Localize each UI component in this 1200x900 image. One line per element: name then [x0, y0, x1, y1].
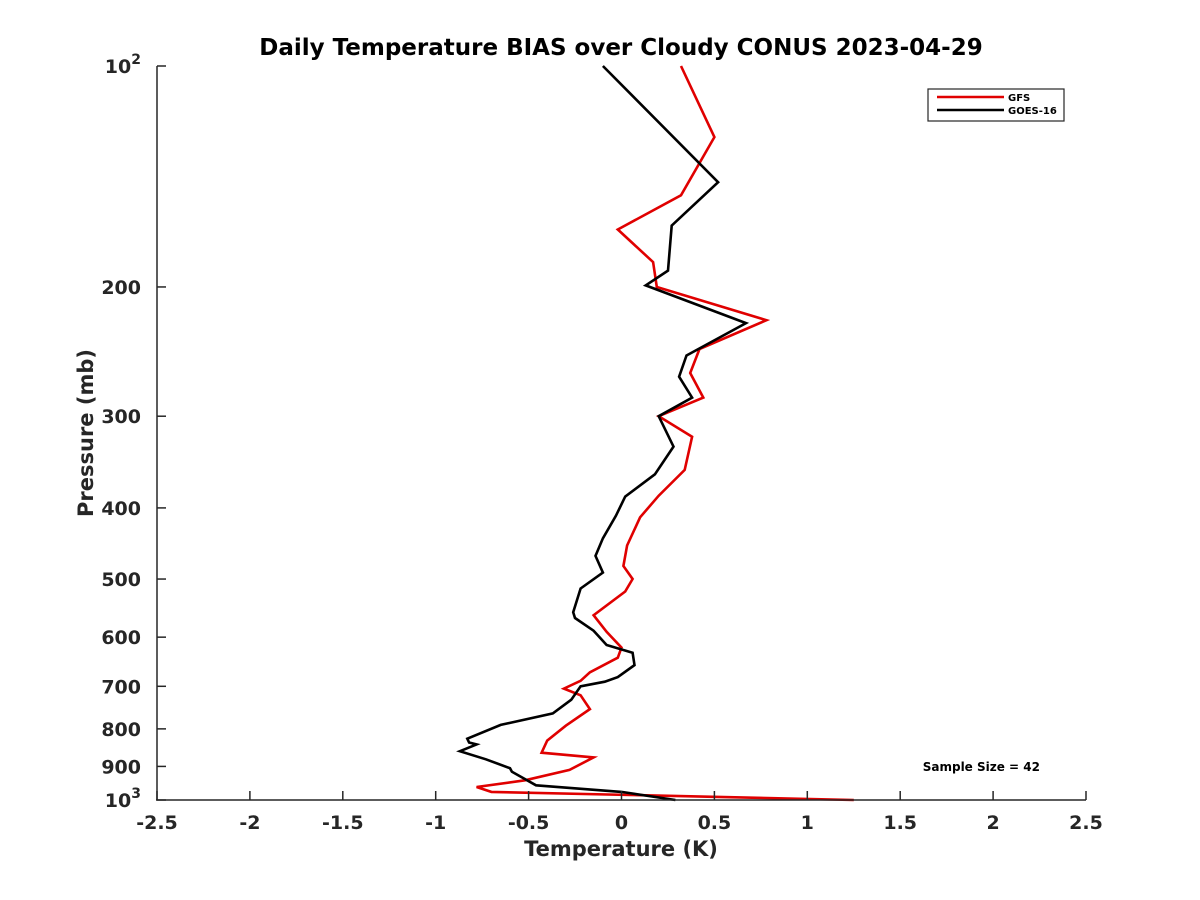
y-axis-label: Pressure (mb)	[74, 349, 98, 517]
y-tick-label: 300	[101, 406, 141, 428]
y-tick-label: 500	[101, 569, 141, 591]
y-tick-base: 10	[105, 56, 131, 78]
x-tick-label: 0	[615, 812, 628, 834]
x-tick-label: -0.5	[508, 812, 550, 834]
y-tick-label-power: 102	[105, 52, 141, 78]
y-tick-label: 800	[101, 719, 141, 741]
chart-title: Daily Temperature BIAS over Cloudy CONUS…	[259, 35, 982, 61]
y-tick-label: 400	[101, 498, 141, 520]
y-tick-base: 10	[105, 790, 131, 812]
y-tick-exponent: 3	[131, 786, 141, 802]
x-axis-label: Temperature (K)	[524, 837, 718, 861]
legend-label-gfs: GFS	[1008, 93, 1030, 104]
x-tick-label: -1	[425, 812, 446, 834]
x-tick-label: -2.5	[136, 812, 178, 834]
y-tick-label-power: 103	[105, 786, 141, 812]
series-layer	[456, 65, 854, 802]
y-tick-exponent: 2	[131, 52, 141, 68]
series-line-goes-16	[456, 65, 750, 802]
x-ticks: -2.5 -2 -1.5 -1 -0.5 0 0.5 1 1.5 2 2.5	[136, 791, 1103, 834]
y-tick-label: 600	[101, 627, 141, 649]
x-tick-label: 0.5	[698, 812, 732, 834]
x-tick-label: -2	[239, 812, 260, 834]
legend-box	[927, 88, 1065, 122]
y-tick-label: 200	[101, 277, 141, 299]
x-tick-label: 2.5	[1069, 812, 1103, 834]
x-tick-label: -1.5	[322, 812, 364, 834]
legend: GFS GOES-16	[927, 88, 1065, 122]
sample-size-annotation: Sample Size = 42	[923, 760, 1040, 774]
series-line-gfs	[476, 65, 854, 802]
x-tick-label: 2	[986, 812, 999, 834]
y-tick-label: 700	[101, 676, 141, 698]
legend-label-goes16: GOES-16	[1008, 106, 1057, 117]
y-tick-label: 900	[101, 756, 141, 778]
x-tick-label: 1.5	[883, 812, 917, 834]
x-tick-label: 1	[801, 812, 814, 834]
